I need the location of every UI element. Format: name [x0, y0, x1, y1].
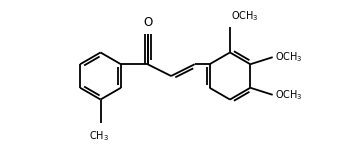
- Text: OCH$_3$: OCH$_3$: [275, 88, 303, 102]
- Text: CH$_3$: CH$_3$: [89, 129, 109, 143]
- Text: OCH$_3$: OCH$_3$: [275, 50, 303, 64]
- Text: OCH$_3$: OCH$_3$: [231, 9, 259, 23]
- Text: O: O: [143, 16, 152, 29]
